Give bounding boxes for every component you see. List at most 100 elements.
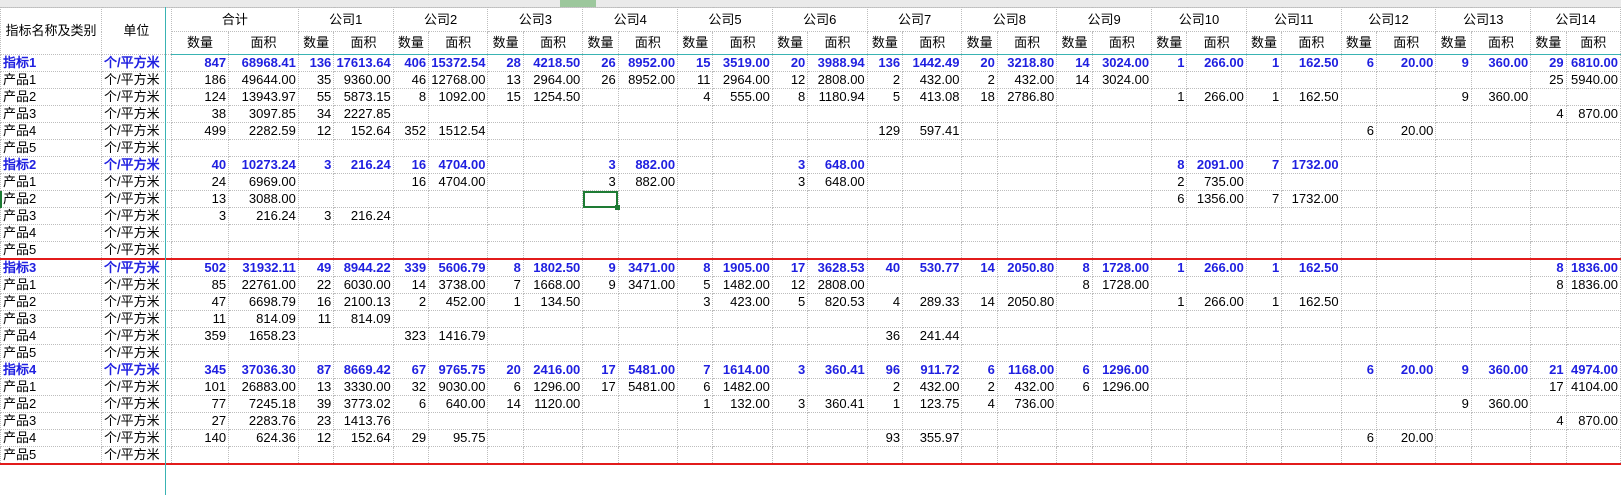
qty-cell[interactable] [1435,310,1472,328]
qty-cell[interactable] [1245,412,1283,430]
qty-cell[interactable]: 96 [866,361,904,379]
area-cell[interactable] [996,105,1058,123]
area-cell[interactable]: 3628.53 [807,258,868,277]
area-cell[interactable] [712,139,773,157]
qty-cell[interactable]: 14 [487,395,524,413]
row-name-cell[interactable]: 产品5 [0,344,103,362]
area-cell[interactable]: 1482.00 [712,378,773,396]
area-cell[interactable] [1091,429,1153,447]
qty-cell[interactable]: 3 [582,156,619,174]
qty-cell[interactable] [677,139,714,157]
qty-cell[interactable]: 12 [297,429,335,447]
area-cell[interactable]: 1254.50 [522,88,584,106]
qty-cell[interactable]: 8 [1530,258,1567,277]
qty-cell[interactable] [866,241,904,260]
area-cell[interactable]: 1168.00 [996,361,1058,379]
area-cell[interactable] [1565,344,1621,362]
area-cell[interactable]: 360.00 [1470,88,1532,106]
row-name-cell[interactable]: 产品4 [0,224,103,242]
qty-cell[interactable]: 7 [677,361,714,379]
qty-cell[interactable] [1435,71,1472,89]
area-cell[interactable] [712,122,773,140]
qty-cell[interactable]: 136 [866,54,904,72]
qty-cell[interactable]: 6 [392,395,430,413]
qty-cell[interactable]: 339 [392,258,430,277]
qty-cell[interactable] [961,105,998,123]
area-cell[interactable] [228,241,299,260]
qty-cell[interactable]: 55 [297,88,335,106]
row-name-cell[interactable]: 产品3 [0,207,103,225]
qty-cell[interactable] [1435,156,1472,174]
qty-cell[interactable] [170,224,230,242]
area-cell[interactable]: 6969.00 [228,173,299,191]
qty-cell[interactable] [487,327,524,345]
area-cell[interactable]: 1802.50 [522,258,584,277]
area-cell[interactable] [1565,446,1621,465]
qty-cell[interactable] [1245,173,1283,191]
qty-cell[interactable] [582,327,619,345]
area-cell[interactable] [522,429,584,447]
qty-cell[interactable]: 1 [1151,54,1188,72]
area-cell[interactable]: 6030.00 [333,276,394,294]
qty-cell[interactable]: 13 [297,378,335,396]
qty-cell[interactable] [582,412,619,430]
qty-cell[interactable]: 28 [487,54,524,72]
unit-cell[interactable]: 个/平方米 [101,122,172,140]
qty-cell[interactable] [1245,224,1283,242]
qty-cell[interactable] [866,224,904,242]
area-cell[interactable] [1186,378,1247,396]
qty-cell[interactable] [1245,241,1283,260]
area-cell[interactable] [1470,105,1532,123]
area-cell[interactable] [428,446,489,465]
area-cell[interactable] [1186,276,1247,294]
qty-cell[interactable] [771,378,809,396]
area-cell[interactable] [1091,173,1153,191]
area-cell[interactable] [902,276,963,294]
qty-cell[interactable]: 2 [961,378,998,396]
qty-cell[interactable] [1151,224,1188,242]
area-cell[interactable]: 4218.50 [522,54,584,72]
area-cell[interactable]: 3471.00 [617,276,679,294]
unit-cell[interactable]: 个/平方米 [101,156,172,174]
area-cell[interactable] [996,224,1058,242]
qty-cell[interactable]: 46 [392,71,430,89]
area-cell[interactable] [902,156,963,174]
qty-cell[interactable]: 6 [961,361,998,379]
qty-cell[interactable] [677,327,714,345]
qty-cell[interactable] [1056,122,1093,140]
qty-cell[interactable] [1340,207,1378,225]
area-cell[interactable] [1565,88,1621,106]
qty-cell[interactable]: 11 [297,310,335,328]
area-cell[interactable] [1376,327,1437,345]
qty-cell[interactable]: 20 [961,54,998,72]
area-cell[interactable]: 4704.00 [428,156,489,174]
qty-cell[interactable] [677,173,714,191]
qty-cell[interactable] [1151,71,1188,89]
qty-cell[interactable]: 14 [961,293,998,311]
qty-cell[interactable]: 502 [170,258,230,277]
qty-cell[interactable]: 3 [771,156,809,174]
qty-cell[interactable] [677,412,714,430]
qty-cell[interactable] [771,429,809,447]
qty-cell[interactable] [771,122,809,140]
qty-cell[interactable]: 140 [170,429,230,447]
area-cell[interactable]: 20.00 [1376,361,1437,379]
qty-cell[interactable] [677,105,714,123]
area-cell[interactable] [1470,327,1532,345]
qty-cell[interactable]: 9 [582,276,619,294]
row-name-cell[interactable]: 产品3 [0,105,103,123]
area-cell[interactable] [1376,71,1437,89]
area-cell[interactable]: 3330.00 [333,378,394,396]
qty-cell[interactable]: 17 [582,378,619,396]
qty-cell[interactable] [1245,361,1283,379]
qty-cell[interactable]: 93 [866,429,904,447]
qty-cell[interactable] [1245,378,1283,396]
area-cell[interactable]: 1296.00 [1091,361,1153,379]
area-cell[interactable]: 2964.00 [712,71,773,89]
area-cell[interactable] [522,310,584,328]
qty-cell[interactable] [1340,173,1378,191]
area-cell[interactable] [1091,156,1153,174]
area-cell[interactable]: 9030.00 [428,378,489,396]
qty-cell[interactable] [1435,122,1472,140]
qty-cell[interactable]: 32 [392,378,430,396]
